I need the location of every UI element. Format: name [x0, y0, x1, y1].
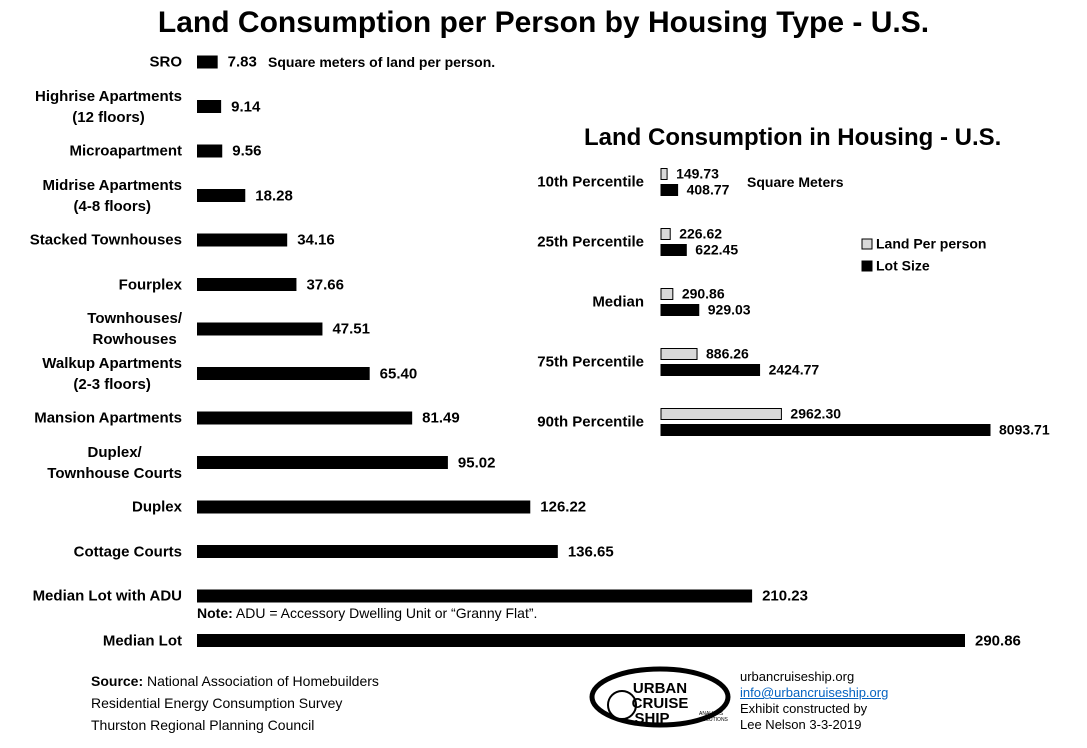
source-line: Residential Energy Consumption Survey [91, 695, 343, 711]
y-tick-label: Midrise Apartments (4-8 floors) [42, 176, 182, 215]
y-tick-label: Stacked Townhouses [29, 231, 182, 249]
value-label: 7.83 [227, 53, 257, 71]
logo-globe [607, 690, 637, 720]
legend-swatch [861, 238, 873, 250]
logo-ring [589, 666, 731, 728]
bar [197, 100, 222, 113]
bar [197, 322, 323, 336]
y-tick-label: Median [592, 293, 644, 311]
y-tick-label: 90th Percentile [537, 413, 644, 431]
value-label: 136.65 [567, 543, 614, 560]
value-label: 95.02 [457, 454, 496, 471]
logo: URBAN CRUISE SHIP ANALYSIS SOLUTIONS [589, 666, 731, 728]
bar [660, 348, 698, 360]
value-label: 81.49 [422, 409, 460, 427]
value-label: 929.03 [707, 301, 751, 318]
email-link[interactable]: info@urbancruiseship.org [740, 685, 889, 700]
y-tick-label: Duplex [131, 498, 182, 516]
bar [660, 168, 668, 180]
y-tick-label: Median Lot with ADU [32, 587, 182, 605]
legend-label: Land Per person [876, 235, 987, 252]
value-label: 9.14 [231, 98, 261, 115]
bar [660, 424, 991, 436]
credits: urbancruiseship.org info@urbancruiseship.… [740, 669, 888, 733]
legend-label: Lot Size [876, 257, 930, 274]
value-label: 149.73 [676, 165, 719, 182]
value-label: 226.62 [679, 225, 723, 242]
source-line: National Association of Homebuilders [147, 673, 379, 689]
note-text: ADU = Accessory Dwelling Unit or “Granny… [235, 605, 538, 621]
y-tick-label: Highrise Apartments (12 floors) [35, 87, 182, 126]
credit: Lee Nelson 3-3-2019 [740, 717, 862, 732]
unit-note: Square Meters [747, 174, 844, 190]
source-label: Source: [91, 673, 144, 689]
value-label: 886.26 [706, 345, 749, 362]
bar [660, 408, 782, 420]
logo-text: URBAN [633, 680, 687, 697]
chart-title: Land Consumption per Person by Housing T… [157, 6, 930, 39]
value-label: 47.51 [332, 320, 370, 338]
source-line: Thurston Regional Planning Council [91, 717, 315, 733]
bar [197, 545, 558, 558]
bar [197, 456, 448, 469]
bar [197, 144, 223, 158]
y-tick-label: Fourplex [118, 276, 182, 293]
y-tick-label: 75th Percentile [537, 353, 644, 371]
bar [197, 367, 370, 380]
value-label: 210.23 [762, 587, 808, 605]
credit: urbancruiseship.org [740, 669, 855, 684]
y-tick-label: 10th Percentile [537, 173, 644, 191]
y-tick-label: Cottage Courts [73, 543, 182, 560]
value-label: 2424.77 [768, 361, 820, 378]
bar [660, 288, 674, 300]
value-label: 18.28 [255, 187, 293, 204]
unit-note: Square meters of land per person. [268, 54, 496, 70]
bar [197, 278, 297, 291]
note-label: Note: [197, 605, 233, 621]
value-label: 8093.71 [999, 421, 1050, 438]
bar [660, 304, 700, 316]
bar [660, 228, 671, 240]
bar [197, 589, 753, 603]
chart-title: Land Consumption in Housing - U.S. [584, 124, 1002, 151]
y-tick-label: 25th Percentile [537, 233, 644, 251]
bar [660, 244, 687, 256]
logo-text: CRUISE [632, 695, 689, 712]
bar [660, 364, 761, 376]
value-label: 126.22 [540, 498, 587, 516]
bar [197, 411, 413, 425]
bar [197, 634, 965, 647]
y-tick-label: SRO [149, 53, 182, 71]
credit: Exhibit constructed by [740, 701, 868, 716]
value-label: 622.45 [695, 241, 739, 258]
value-label: 37.66 [306, 276, 344, 293]
bar [197, 233, 288, 247]
bar [197, 500, 531, 514]
y-tick-label: Townhouses/ Rowhouses [87, 310, 182, 348]
note: Note: ADU = Accessory Dwelling Unit or “… [197, 603, 537, 624]
value-label: 408.77 [686, 181, 730, 198]
logo-text: ANALYSIS [699, 711, 724, 717]
value-label: 9.56 [232, 142, 262, 160]
y-tick-label: Microapartment [69, 142, 182, 160]
value-label: 2962.30 [790, 405, 842, 422]
bar [197, 55, 218, 69]
y-tick-label: Duplex/ Townhouse Courts [47, 443, 182, 482]
value-label: 34.16 [297, 231, 335, 249]
y-tick-label: Mansion Apartments [34, 409, 182, 427]
value-label: 290.86 [975, 632, 1021, 649]
y-tick-label: Median Lot [102, 632, 182, 649]
source: Source: National Association of Homebuil… [91, 670, 379, 736]
value-label: 290.86 [681, 285, 725, 302]
bar [660, 184, 679, 196]
legend-swatch [861, 260, 873, 272]
y-tick-label: Walkup Apartments (2-3 floors) [42, 354, 182, 393]
bar [197, 189, 246, 202]
logo-text: SHIP [634, 710, 669, 727]
value-label: 65.40 [379, 365, 418, 382]
logo-text: SOLUTIONS [699, 717, 729, 723]
